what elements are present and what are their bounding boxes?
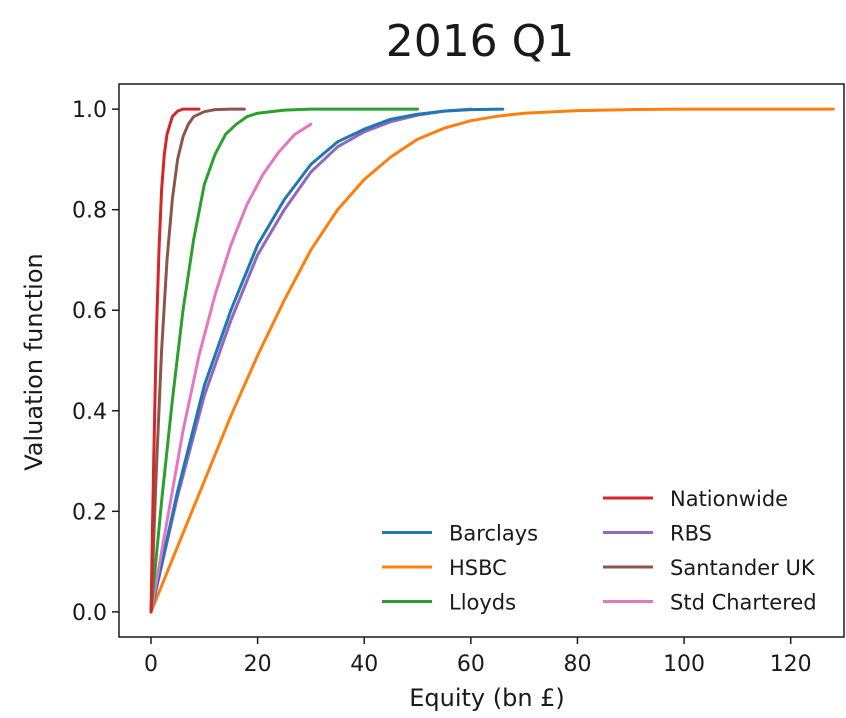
- legend-label: Santander UK: [670, 556, 816, 580]
- x-tick-label: 0: [144, 652, 158, 677]
- series-line-lloyds: [149, 107, 419, 614]
- series-line-barclays: [149, 107, 505, 614]
- legend-label: Lloyds: [449, 591, 516, 615]
- series-line-nationwide: [149, 107, 201, 614]
- x-axis: 0 20 40 60 80 100 120: [144, 637, 812, 677]
- y-tick-label: 0.4: [72, 400, 107, 425]
- legend-item-nationwide: Nationwide: [603, 487, 788, 511]
- legend-label: Barclays: [449, 522, 538, 546]
- legend-item-hsbc: HSBC: [382, 556, 507, 580]
- x-tick-label: 100: [663, 652, 705, 677]
- legend-item-std-chartered: Std Chartered: [603, 591, 817, 615]
- legend-item-barclays: Barclays: [382, 522, 538, 546]
- y-axis-label: Valuation function: [20, 253, 48, 471]
- x-tick-label: 40: [350, 652, 378, 677]
- y-tick-label: 1.0: [72, 98, 107, 123]
- x-tick-label: 80: [563, 652, 591, 677]
- series-line-santander-uk: [149, 107, 246, 614]
- y-tick-label: 0.0: [72, 601, 107, 626]
- legend-label: HSBC: [449, 556, 507, 580]
- chart-title: 2016 Q1: [386, 16, 575, 67]
- y-axis: 0.0 0.2 0.4 0.6 0.8 1.0: [72, 98, 119, 626]
- legend-label: Nationwide: [670, 487, 788, 511]
- y-tick-label: 0.8: [72, 199, 107, 224]
- y-tick-label: 0.2: [72, 500, 107, 525]
- legend-item-santander-uk: Santander UK: [603, 556, 816, 580]
- x-tick-label: 120: [770, 652, 812, 677]
- x-tick-label: 60: [457, 652, 485, 677]
- legend-item-rbs: RBS: [603, 522, 712, 546]
- series-line-std-chartered: [149, 122, 313, 614]
- plot-area: [118, 83, 845, 638]
- legend-label: RBS: [670, 522, 712, 546]
- y-tick-label: 0.6: [72, 299, 107, 324]
- series-line-hsbc: [149, 107, 835, 614]
- x-axis-label: Equity (bn £): [409, 684, 565, 712]
- legend-label: Std Chartered: [670, 591, 817, 615]
- legend-item-lloyds: Lloyds: [382, 591, 516, 615]
- legend: Barclays HSBC Lloyds Nationwide RBS Santander…: [382, 487, 817, 615]
- x-tick-label: 20: [244, 652, 272, 677]
- series-layer: [149, 107, 835, 614]
